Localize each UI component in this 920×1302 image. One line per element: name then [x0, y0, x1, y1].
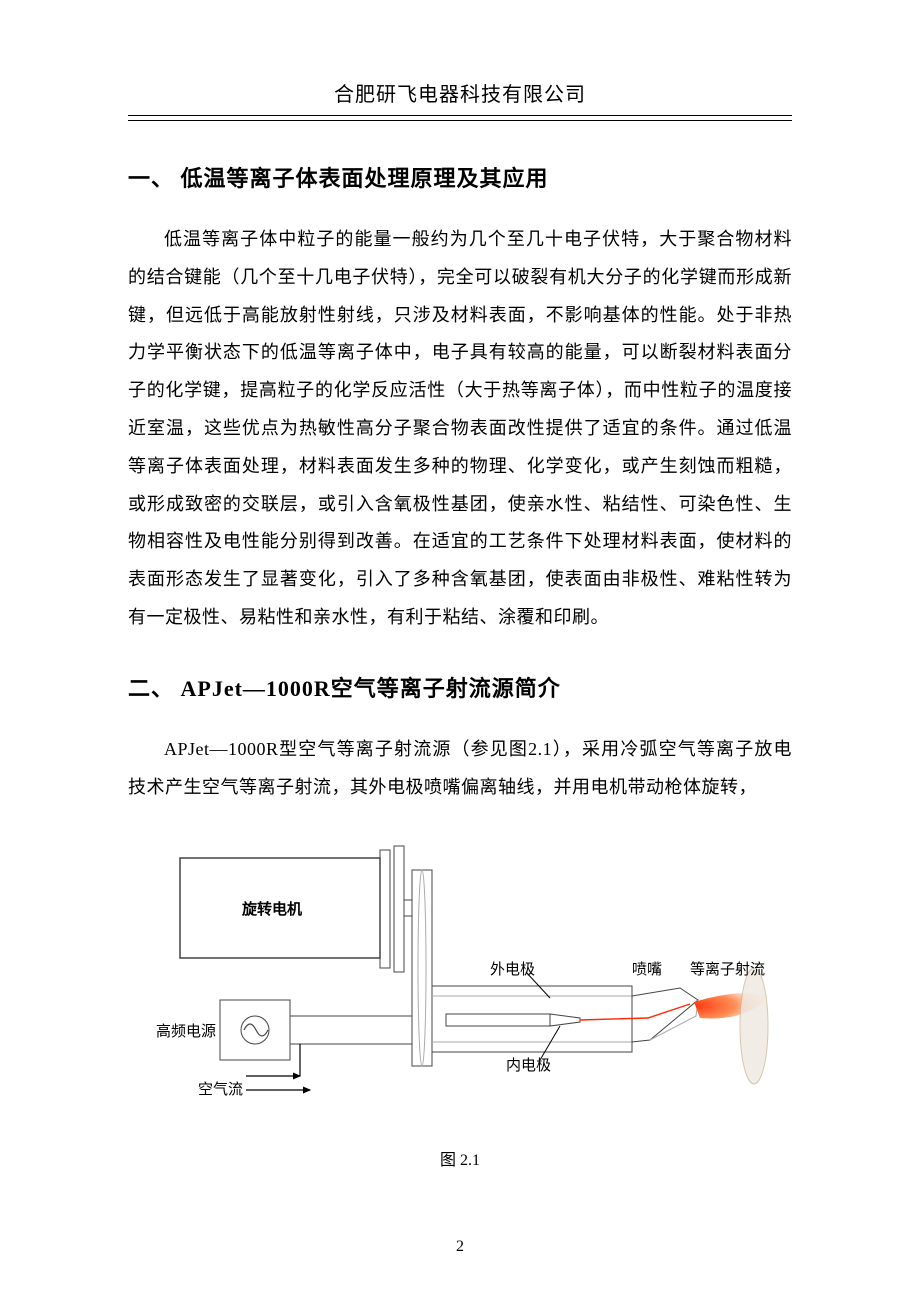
page-number: 2 [0, 1238, 920, 1256]
label-inner-electrode: 内电极 [506, 1054, 551, 1075]
page-header: 合肥研飞电器科技有限公司 [128, 78, 792, 116]
section-1-heading: 一、 低温等离子体表面处理原理及其应用 [128, 161, 792, 193]
section-1-body: 低温等离子体中粒子的能量一般约为几个至几十电子伏特，大于聚合物材料的结合键能（几… [128, 221, 792, 637]
figure-2-1: 旋转电机 高频电源 空气流 外电极 内电极 喷嘴 等离子射流 图 2.1 [128, 840, 792, 1170]
label-hv-source: 高频电源 [156, 1020, 216, 1041]
diagram-plasma-jet: 旋转电机 高频电源 空气流 外电极 内电极 喷嘴 等离子射流 [150, 840, 770, 1120]
company-name: 合肥研飞电器科技有限公司 [334, 84, 586, 106]
header-rule [128, 120, 792, 121]
label-nozzle: 喷嘴 [632, 958, 662, 979]
figure-caption: 图 2.1 [128, 1146, 792, 1170]
section-2-heading: 二、 APJet—1000R空气等离子射流源简介 [128, 671, 792, 703]
section-2-body: APJet—1000R型空气等离子射流源（参见图2.1），采用冷弧空气等离子放电… [128, 731, 792, 807]
label-airflow: 空气流 [198, 1078, 243, 1099]
label-motor: 旋转电机 [242, 898, 302, 919]
label-plasma-jet: 等离子射流 [690, 958, 765, 979]
document-page: 合肥研飞电器科技有限公司 一、 低温等离子体表面处理原理及其应用 低温等离子体中… [0, 0, 920, 1302]
label-outer-electrode: 外电极 [490, 958, 535, 979]
